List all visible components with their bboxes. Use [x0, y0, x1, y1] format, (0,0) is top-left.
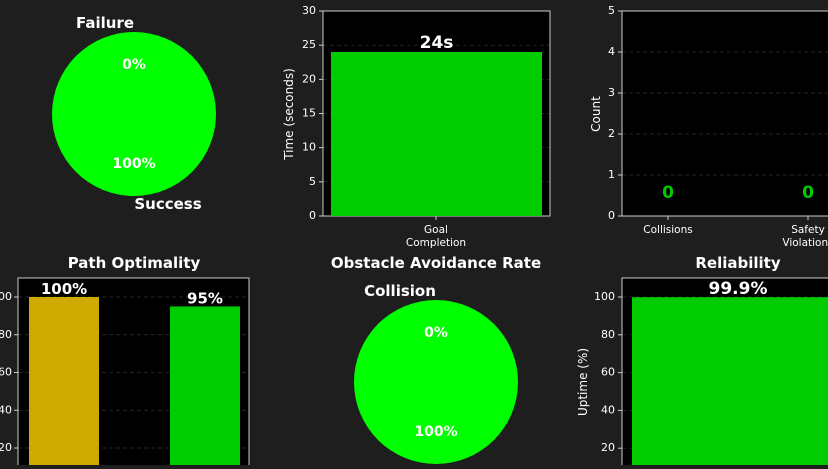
path-ytick-label: 80 — [0, 328, 12, 341]
reliability-ytick-label: 20 — [601, 441, 615, 454]
nav-pie-slice — [52, 32, 216, 196]
safety-xtick-label: Violations — [782, 237, 828, 249]
safety-xtick-label: Safety — [791, 224, 825, 236]
path-title: Path Optimality — [68, 254, 201, 272]
obstacle-label: Collision — [364, 282, 436, 300]
goal-ytick-label: 5 — [309, 175, 316, 188]
goal-ytick-label: 15 — [302, 107, 316, 120]
reliability-axes-frame — [621, 277, 828, 469]
safety-ytick-label: 0 — [608, 209, 615, 222]
goal-xtick-label: Completion — [406, 237, 466, 249]
safety-ytick-label: 1 — [608, 168, 615, 181]
reliability-ytick-label: 80 — [601, 328, 615, 341]
safety-ytick-label: 4 — [608, 45, 615, 58]
path-ytick-label: 60 — [0, 366, 12, 379]
safety-axes-frame — [621, 10, 828, 217]
path-bar — [170, 306, 240, 469]
path-value-label: 95% — [187, 289, 223, 307]
goal-ytick-label: 30 — [302, 4, 316, 17]
safety-xtick-label: Collisions — [643, 224, 692, 236]
reliability-bar — [632, 297, 828, 469]
nav-pct-label: 0% — [122, 57, 146, 73]
obstacle-pie-slice — [354, 300, 518, 464]
path-ytick-label: 40 — [0, 403, 12, 416]
path-axes-frame — [17, 277, 250, 469]
safety-ytick-label: 2 — [608, 127, 615, 140]
nav-label: Success — [134, 195, 201, 213]
safety-plot-area — [622, 11, 828, 216]
nav-label: Failure — [76, 14, 134, 32]
nav-pct-label: 100% — [112, 156, 155, 172]
reliability-ylabel: Uptime (%) — [576, 348, 590, 416]
goal-value-label: 24s — [420, 33, 454, 53]
goal-xtick-label: Goal — [424, 224, 448, 236]
reliability-ytick-label: 100 — [594, 290, 615, 303]
goal-ylabel: Time (seconds) — [282, 68, 296, 161]
path-value-label: 100% — [41, 280, 87, 298]
obstacle-pct-label: 100% — [414, 424, 457, 440]
path-ytick-label: 100 — [0, 290, 12, 303]
safety-value-label: 0 — [662, 183, 674, 203]
path-bar — [29, 297, 99, 469]
goal-ytick-label: 25 — [302, 38, 316, 51]
reliability-ytick-label: 60 — [601, 366, 615, 379]
path-ytick-label: 20 — [0, 441, 12, 454]
reliability-title: Reliability — [695, 254, 780, 272]
goal-ytick-label: 0 — [309, 209, 316, 222]
safety-value-label: 0 — [802, 183, 814, 203]
safety-ytick-label: 5 — [608, 4, 615, 17]
safety-ylabel: Count — [589, 96, 603, 132]
obstacle-title: Obstacle Avoidance Rate — [331, 254, 541, 272]
goal-bar — [331, 52, 542, 216]
safety-ytick-label: 3 — [608, 86, 615, 99]
goal-ytick-label: 10 — [302, 141, 316, 154]
obstacle-pct-label: 0% — [424, 325, 448, 341]
reliability-ytick-label: 40 — [601, 403, 615, 416]
reliability-value-label: 99.9% — [709, 279, 768, 299]
goal-ytick-label: 20 — [302, 72, 316, 85]
